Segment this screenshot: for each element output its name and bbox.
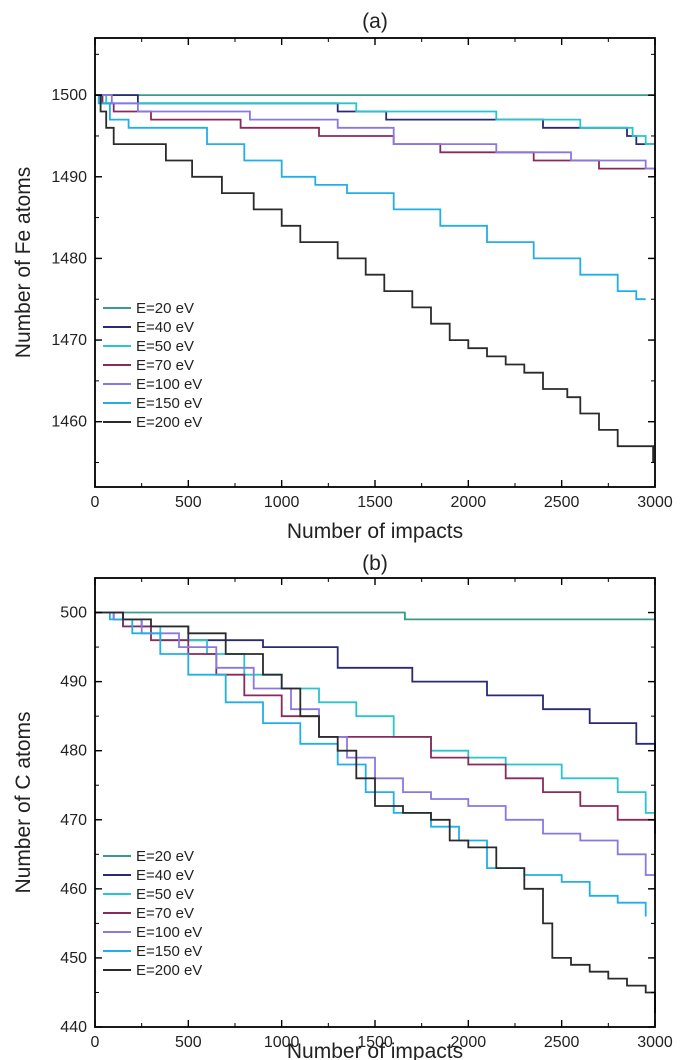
legend-label-0: E=20 eV — [136, 848, 194, 865]
legend-label-5: E=150 eV — [136, 943, 202, 960]
legend-label-2: E=50 eV — [136, 338, 194, 355]
series-line-4 — [95, 611, 655, 876]
y-tick-label: 500 — [60, 605, 87, 622]
series-line-3 — [95, 611, 656, 834]
x-tick-label: 3000 — [637, 1034, 673, 1051]
x-axis-label: Number of impacts — [287, 520, 463, 543]
x-tick-label: 500 — [175, 1034, 202, 1051]
x-tick-label: 3000 — [637, 494, 673, 511]
x-axis-label: Number of impacts — [287, 1040, 463, 1060]
series-line-0 — [95, 611, 655, 621]
legend-label-0: E=20 eV — [136, 300, 194, 317]
y-tick-label: 470 — [60, 812, 87, 829]
x-tick-label: 2000 — [451, 1034, 487, 1051]
y-tick-label: 440 — [60, 1019, 87, 1036]
x-tick-label: 500 — [175, 494, 202, 511]
legend-label-6: E=200 eV — [136, 414, 202, 431]
y-tick-label: 1460 — [51, 414, 87, 431]
y-tick-label: 1480 — [51, 250, 87, 267]
y-axis-label: Number of Fe atoms — [12, 167, 35, 358]
legend-label-4: E=100 eV — [136, 376, 202, 393]
x-tick-label: 2500 — [544, 1034, 580, 1051]
series-line-5 — [95, 611, 647, 917]
legend-label-6: E=200 eV — [136, 962, 202, 979]
legend-label-3: E=70 eV — [136, 357, 194, 374]
y-tick-label: 1470 — [51, 332, 87, 349]
y-tick-label: 450 — [60, 950, 87, 967]
x-tick-label: 0 — [91, 494, 100, 511]
x-tick-label: 1000 — [264, 494, 300, 511]
legend-label-1: E=40 eV — [136, 319, 194, 336]
y-tick-label: 480 — [60, 743, 87, 760]
series-line-5 — [95, 94, 646, 301]
y-tick-label: 490 — [60, 674, 87, 691]
series-line-6 — [95, 611, 656, 1014]
series-line-3 — [95, 94, 656, 177]
y-axis-label: Number of C atoms — [12, 711, 35, 893]
x-tick-label: 1500 — [357, 494, 393, 511]
x-tick-label: 2000 — [451, 494, 487, 511]
legend: E=20 eV E=40 eV E=50 eV E=70 eV E=100 eV E=15… — [103, 300, 202, 431]
chart-panel-1: (b) 0 500 1000 1500 2000 2500 3000 440 450 460 470 4… — [12, 552, 673, 1060]
series-line-2 — [95, 94, 655, 145]
legend-label-3: E=70 eV — [136, 905, 194, 922]
y-tick-label: 460 — [60, 881, 87, 898]
legend-label-2: E=50 eV — [136, 886, 194, 903]
series-line-2 — [95, 611, 655, 814]
chart-panel-0: (a) 0 500 1000 1500 2000 2500 3000 1460 1470 1480 1… — [12, 10, 673, 543]
legend: E=20 eV E=40 eV E=50 eV E=70 eV E=100 eV E=15… — [103, 848, 202, 979]
panel-title: (b) — [362, 552, 388, 575]
legend-label-4: E=100 eV — [136, 924, 202, 941]
legend-label-5: E=150 eV — [136, 395, 202, 412]
series-line-6 — [95, 94, 654, 463]
legend-label-1: E=40 eV — [136, 867, 194, 884]
x-tick-label: 2500 — [544, 494, 580, 511]
x-tick-label: 0 — [91, 1034, 100, 1051]
panel-title: (a) — [362, 10, 388, 33]
y-tick-label: 1490 — [51, 169, 87, 186]
x-tick-label: 1000 — [264, 1034, 300, 1051]
x-tick-label: 1500 — [357, 1034, 393, 1051]
series-line-4 — [95, 94, 655, 170]
y-tick-label: 1500 — [51, 87, 87, 104]
